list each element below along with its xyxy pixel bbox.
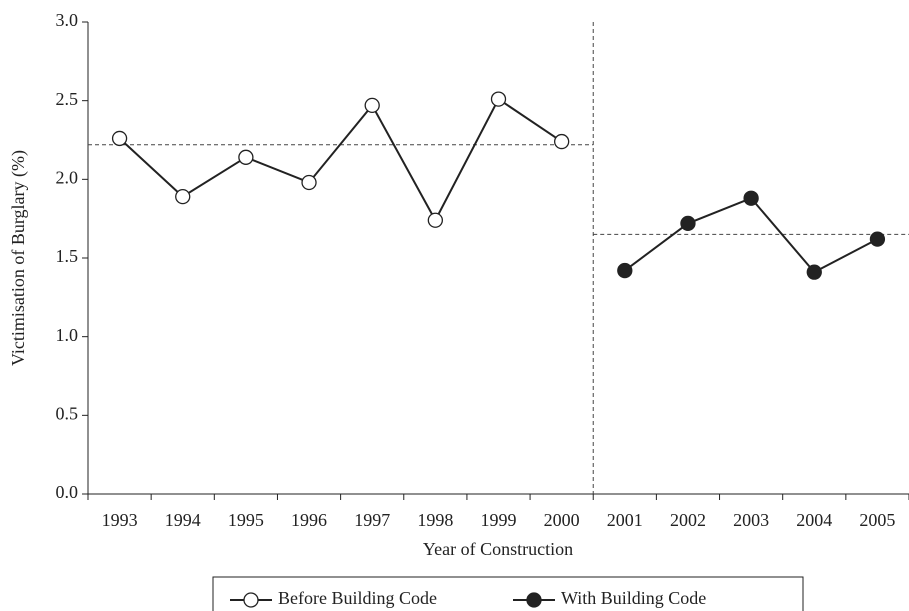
x-tick-label: 1996 [291,510,327,530]
point [617,262,633,279]
series-line [624,197,878,274]
y-tick-label: 1.0 [56,325,79,345]
legend-marker [526,592,542,608]
legend-box [212,576,804,611]
y-axis-label: Victimisation of Burglary (%) [8,150,29,366]
point [238,149,254,165]
x-tick-label: 2000 [544,510,580,530]
x-tick-label: 2002 [670,510,706,530]
legend-marker [243,592,259,608]
x-tick-label: 2004 [796,510,832,530]
point [427,212,443,228]
x-tick-label: 1993 [102,510,138,530]
point [869,231,886,247]
x-tick-label: 1999 [481,510,517,530]
y-tick-label: 2.0 [56,167,79,187]
point [680,215,696,232]
point [175,188,191,205]
legend-label: With Building Code [561,588,706,608]
x-tick-label: 2001 [607,510,643,530]
legend-label: Before Building Code [278,588,437,608]
x-tick-label: 1995 [228,510,264,530]
x-tick-label: 1997 [354,510,390,530]
x-tick-label: 1998 [417,510,453,530]
point [111,130,128,147]
point [806,264,822,280]
y-tick-label: 0.5 [56,403,79,423]
point [364,97,380,114]
point [743,190,759,206]
point [554,133,570,150]
x-tick-label: 2003 [733,510,769,530]
y-tick-label: 1.5 [56,246,79,266]
x-tick-label: 1994 [165,510,201,530]
point [301,174,317,191]
series-line [118,97,563,223]
x-axis-label: Year of Construction [423,539,573,559]
y-tick-label: 2.5 [56,89,79,109]
y-tick-label: 0.0 [56,482,79,502]
point [490,91,507,107]
y-tick-label: 3.0 [56,10,79,30]
x-tick-label: 2005 [859,510,895,530]
